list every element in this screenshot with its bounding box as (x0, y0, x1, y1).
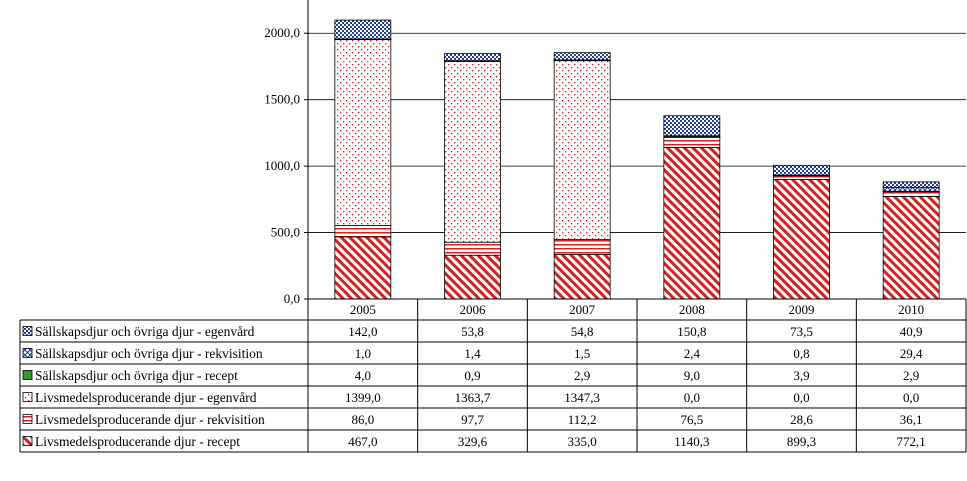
x-category-label: 2005 (350, 302, 376, 317)
axes: 0,0 500,0 1000,0 1500,0 2000,0 (264, 0, 309, 306)
data-table-cell: 1,5 (574, 346, 590, 361)
legend-series-name: Sällskapsdjur och övriga djur - egenvård (35, 324, 255, 339)
data-table-cell: 1363,7 (455, 390, 491, 405)
data-table-cell: 54,8 (571, 324, 594, 339)
data-table: 2005 2006 2007 2008 2009 2010 Sällskapsdjur oc… (19, 298, 967, 453)
bar-segment (882, 186, 940, 192)
data-table-cell: 53,8 (461, 324, 484, 339)
data-table-cell: 112,2 (568, 412, 597, 427)
x-category-label: 2008 (679, 302, 705, 317)
data-table-cell: 28,6 (790, 412, 813, 427)
legend-key (22, 414, 33, 424)
data-table-cell: 76,5 (680, 412, 703, 427)
bar-segment (553, 254, 611, 300)
y-tick-label: 1000,0 (264, 158, 300, 173)
data-table-cell: 2,9 (574, 368, 590, 383)
bar-segment (553, 60, 611, 240)
data-table-cell: 9,0 (684, 368, 700, 383)
bar-segment (663, 147, 721, 300)
bar-segment (553, 239, 611, 255)
data-table-cell: 0,0 (793, 390, 809, 405)
data-table-cell: 335,0 (568, 434, 597, 449)
data-table-cell: 3,9 (793, 368, 809, 383)
data-table-cell: 0,0 (903, 390, 919, 405)
bar-segment (882, 181, 940, 188)
data-table-cell: 150,8 (677, 324, 706, 339)
bar-segment (444, 241, 501, 256)
data-table-cell: 36,1 (900, 412, 923, 427)
bar-segment (334, 236, 392, 300)
data-table-cell: 40,9 (900, 324, 923, 339)
y-tick-label: 2000,0 (264, 25, 300, 40)
bar-segment (773, 164, 830, 176)
x-category-label: 2009 (789, 302, 815, 317)
data-table-cell: 0,8 (793, 346, 809, 361)
x-category-label: 2006 (460, 302, 487, 317)
data-table-cell: 97,7 (461, 412, 484, 427)
bar-segment (773, 175, 830, 180)
data-table-cell: 2,4 (684, 346, 701, 361)
legend-key (22, 370, 33, 380)
data-table-cell: 467,0 (348, 434, 377, 449)
legend-key (22, 326, 33, 336)
y-tick-label: 0,0 (284, 291, 300, 306)
data-table-cell: 73,5 (790, 324, 813, 339)
y-tick-label: 1500,0 (264, 92, 300, 107)
data-table-cell: 4,0 (355, 368, 371, 383)
legend-series-name: Livsmedelsproducerande djur - rekvisitio… (35, 412, 265, 427)
legend-key (22, 436, 33, 446)
legend-series-name: Livsmedelsproducerande djur - egenvård (35, 390, 257, 405)
data-table-cell: 1140,3 (674, 434, 709, 449)
bar-segment (444, 53, 501, 62)
legend-series-name: Livsmedelsproducerande djur - recept (35, 434, 240, 449)
data-table-cell: 86,0 (351, 412, 374, 427)
bar-segment (334, 19, 392, 40)
data-table-cell: 899,3 (787, 434, 816, 449)
data-table-cell: 142,0 (348, 324, 377, 339)
bar-segment (334, 39, 392, 226)
bar-segment (882, 195, 940, 300)
x-category-label: 2007 (569, 302, 596, 317)
bar-segment (334, 225, 392, 238)
bar-segment (882, 191, 940, 197)
bar-segment (553, 52, 611, 61)
legend-series-name: Sällskapsdjur och övriga djur - recept (35, 368, 238, 383)
bar-segment (663, 115, 721, 137)
data-table-cell: 772,1 (897, 434, 926, 449)
bar-segment (663, 136, 721, 148)
bar-segment (444, 60, 501, 243)
data-table-cell: 1347,3 (564, 390, 600, 405)
data-table-cell: 1399,0 (345, 390, 381, 405)
x-category-label: 2010 (898, 302, 924, 317)
data-table-cell: 329,6 (458, 434, 488, 449)
legend-series-name: Sällskapsdjur och övriga djur - rekvisit… (35, 346, 263, 361)
bar-segment (444, 254, 501, 300)
bars (334, 19, 940, 300)
bar-segment (773, 179, 830, 300)
y-tick-label: 500,0 (271, 225, 300, 240)
gridlines (308, 32, 966, 233)
data-table-cell: 2,9 (903, 368, 919, 383)
data-table-cell: 29,4 (900, 346, 923, 361)
data-table-cell: 0,9 (464, 368, 480, 383)
legend-key (22, 348, 33, 358)
data-table-cell: 0,0 (684, 390, 700, 405)
data-table-cell: 1,4 (464, 346, 481, 361)
legend-key (22, 392, 33, 402)
data-table-cell: 1,0 (355, 346, 371, 361)
